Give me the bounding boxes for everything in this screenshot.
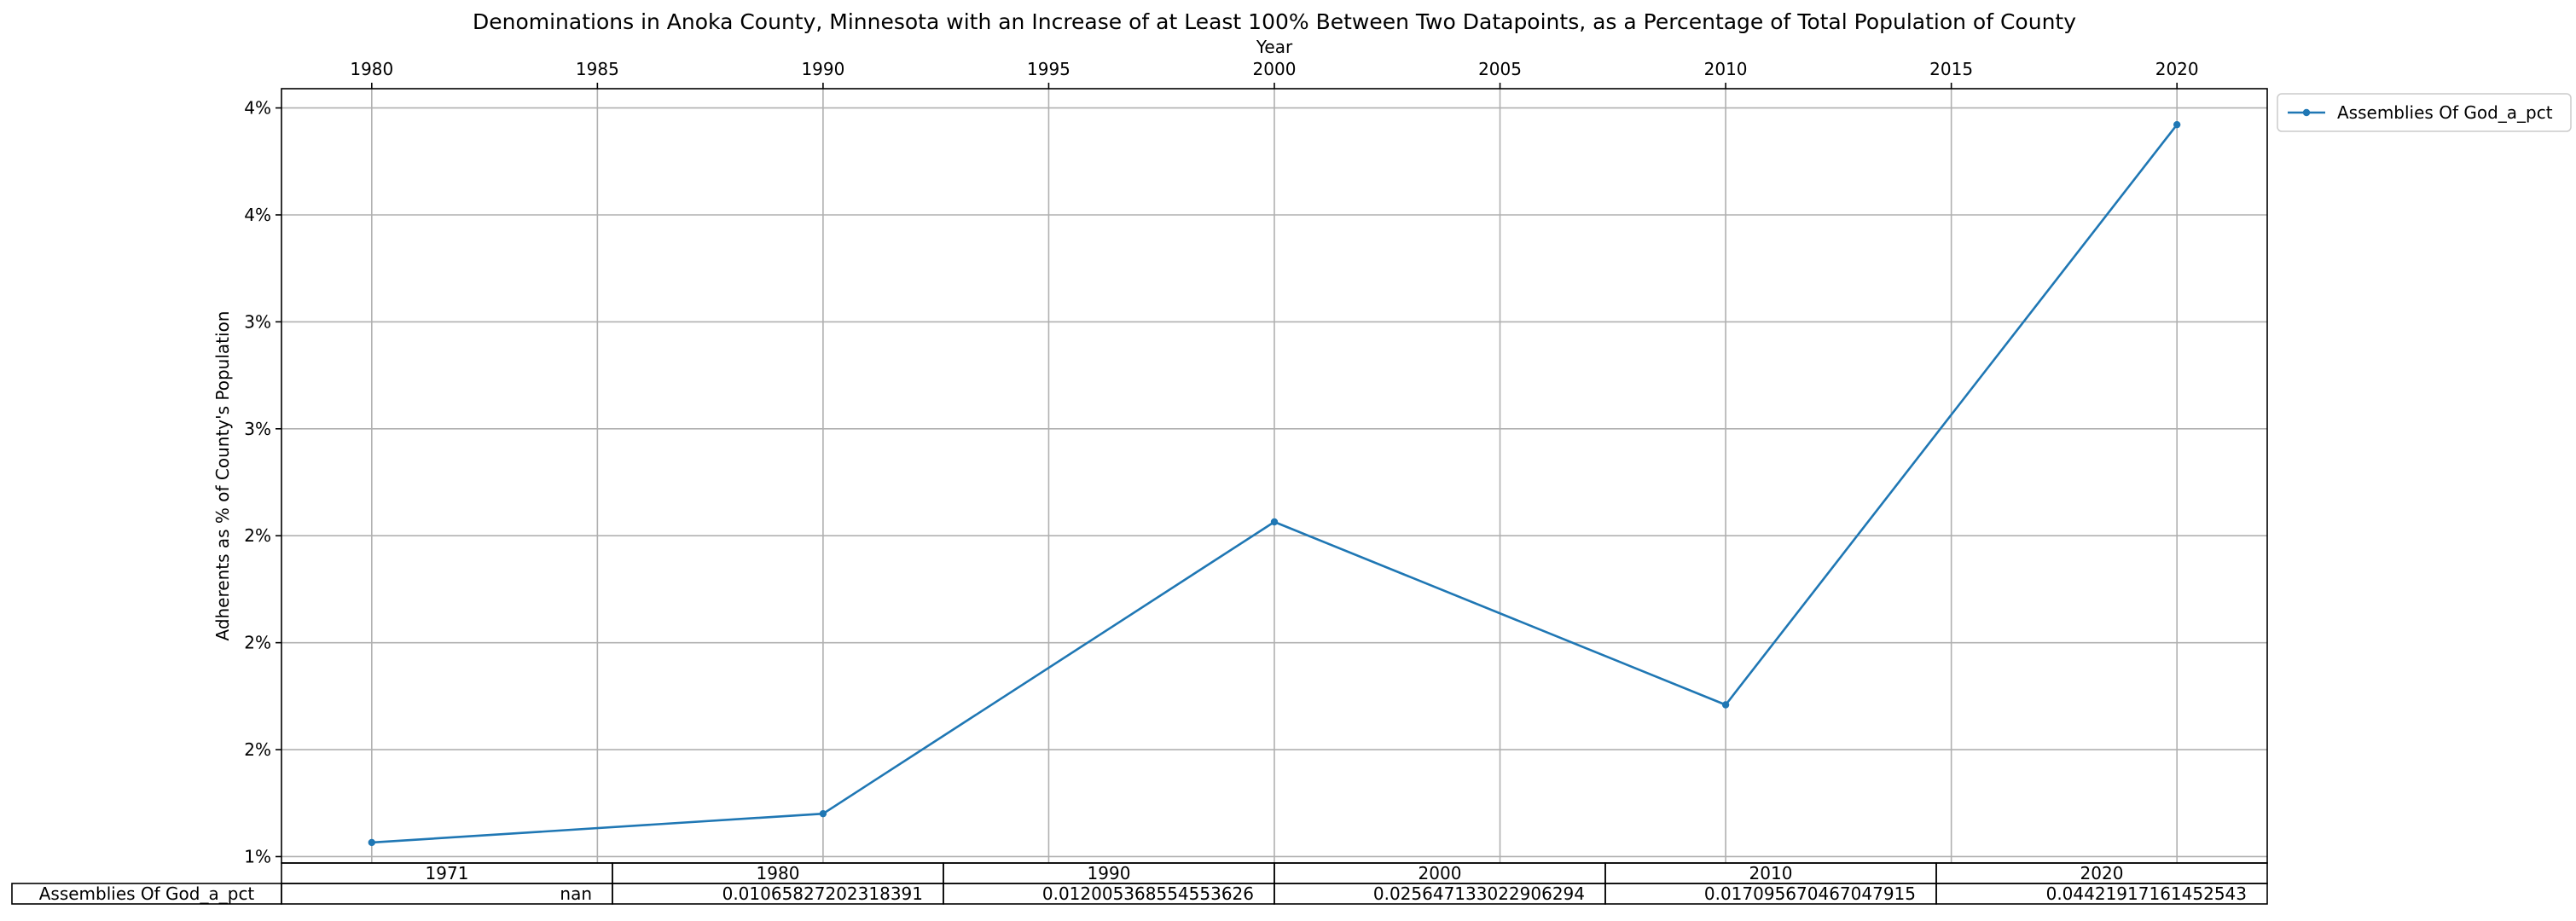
x-tick-label: 2005 <box>1478 59 1522 79</box>
table-cell-value: 0.017095670467047915 <box>1704 883 1916 904</box>
y-tick-label: 3% <box>244 419 271 439</box>
table-cell-value: 0.012005368554553626 <box>1042 883 1254 904</box>
y-tick-label: 2% <box>244 739 271 760</box>
x-tick-label: 2000 <box>1253 59 1297 79</box>
y-tick-label: 4% <box>244 98 271 119</box>
x-tick-label: 2010 <box>1704 59 1748 79</box>
y-tick-label: 2% <box>244 525 271 546</box>
y-tick-label: 3% <box>244 311 271 332</box>
data-point <box>1270 518 1279 526</box>
table-cell-value: 0.04421917161452543 <box>2046 883 2247 904</box>
y-tick-label: 4% <box>244 205 271 225</box>
table-cell-value: 0.025647133022906294 <box>1373 883 1585 904</box>
x-tick-label: 2020 <box>2155 59 2199 79</box>
table-header-label: 2000 <box>1419 863 1462 883</box>
y-axis-label: Adherents as % of County's Population <box>212 310 233 640</box>
table-cell-value: nan <box>560 883 592 904</box>
table-header-label: 1990 <box>1088 863 1131 883</box>
table-cell-value: 0.01065827202318391 <box>722 883 923 904</box>
legend-marker <box>2302 108 2311 117</box>
data-point <box>368 838 376 847</box>
data-point <box>1721 701 1730 709</box>
y-tick-label: 1% <box>244 846 271 866</box>
x-tick-label: 1990 <box>801 59 844 79</box>
legend: Assemblies Of God_a_pct <box>2277 93 2572 132</box>
x-tick-label: 1985 <box>576 59 619 79</box>
x-tick-label: 1995 <box>1027 59 1070 79</box>
legend-entry-label: Assemblies Of God_a_pct <box>2337 102 2553 123</box>
chart-title: Denominations in Anoka County, Minnesota… <box>473 9 2076 34</box>
table-header-label: 1980 <box>757 863 800 883</box>
series-lines <box>368 120 2181 847</box>
x-tick-label: 2015 <box>1929 59 1973 79</box>
data-point <box>819 809 827 818</box>
table-header-label: 1971 <box>426 863 469 883</box>
y-tick-label: 2% <box>244 633 271 653</box>
table-row-label: Assemblies Of God_a_pct <box>39 883 255 904</box>
x-axis-label: Year <box>1256 37 1293 57</box>
x-tick-label: 1980 <box>350 59 393 79</box>
axis-ticks: 1980 1985 1990 1995 2000 2005 2010 2015 2020 1% 2%… <box>244 59 2198 866</box>
data-table: 1971 1980 1990 2000 2010 2020 Assemblies Of Go… <box>11 862 2268 905</box>
table-cell <box>1935 883 2268 905</box>
grid-lines <box>281 89 2267 863</box>
data-point <box>2173 120 2181 129</box>
table-header-label: 2010 <box>1749 863 1793 883</box>
legend-box <box>2277 93 2572 132</box>
table-header-label: 2020 <box>2080 863 2124 883</box>
